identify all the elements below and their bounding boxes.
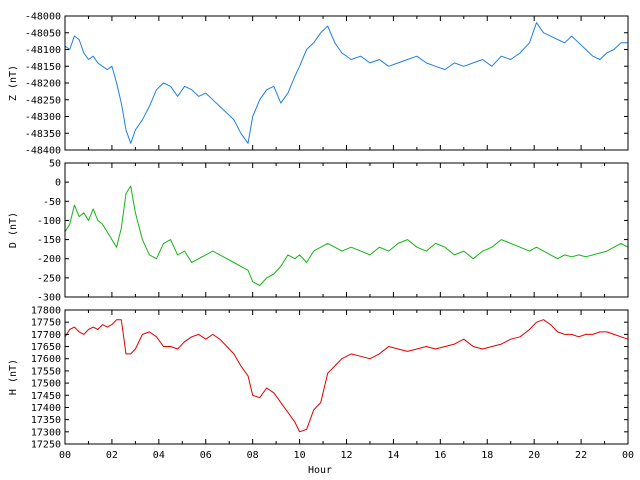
h-y-tick-label: 17550 (31, 366, 61, 377)
h-y-tick-label: 17750 (31, 318, 61, 329)
z-y-tick-label: -48400 (25, 146, 61, 157)
z-series-line (64, 22, 628, 144)
d-y-axis-label: D (nT) (8, 212, 19, 248)
x-tick-label: 18 (481, 450, 493, 461)
z-plot-frame (64, 15, 629, 151)
z-y-tick-label: -48050 (25, 28, 61, 39)
z-y-tick-label: -48350 (25, 129, 61, 140)
h-y-tick-label: 17250 (31, 440, 61, 451)
h-y-tick-label: 17400 (31, 403, 61, 414)
h-y-tick-label: 17300 (31, 427, 61, 438)
x-tick-label: 16 (434, 450, 446, 461)
z-y-tick-label: -48300 (25, 112, 61, 123)
x-tick-label: 14 (387, 450, 399, 461)
h-y-tick-label: 17650 (31, 342, 61, 353)
x-tick-label: 00 (622, 450, 634, 461)
x-tick-label: 02 (106, 450, 118, 461)
d-y-tick-label: -50 (43, 197, 61, 208)
x-tick-label: 22 (575, 450, 587, 461)
h-y-tick-label: 17700 (31, 330, 61, 341)
z-panel: -48000 -48050 -48100 -48150 -48200 -48250 -483… (8, 12, 629, 157)
z-y-tick-label: -48000 (25, 12, 61, 23)
d-y-tick-label: 0 (55, 178, 61, 189)
d-y-tick-label: -100 (37, 216, 61, 227)
h-y-tick-label: 17450 (31, 391, 61, 402)
x-tick-label: 20 (528, 450, 540, 461)
x-axis-label: Hour (308, 465, 332, 476)
z-y-tick-label: -48200 (25, 79, 61, 90)
z-y-tick-label: -48150 (25, 62, 61, 73)
x-tick-label: 10 (294, 450, 306, 461)
d-y-tick-label: -250 (37, 273, 61, 284)
x-tick-label: 04 (153, 450, 165, 461)
h-series-line (64, 319, 629, 433)
x-tick-label: 08 (247, 450, 259, 461)
d-y-tick-label: -300 (37, 293, 61, 304)
z-y-tick-label: -48250 (25, 95, 61, 106)
h-y-tick-label: 17600 (31, 354, 61, 365)
x-tick-label: 12 (340, 450, 352, 461)
h-y-tick-label: 17500 (31, 379, 61, 390)
d-y-tick-label: -150 (37, 235, 61, 246)
d-y-tick-label: -200 (37, 254, 61, 265)
h-y-tick-label: 17800 (31, 306, 61, 317)
h-y-tick-label: 17350 (31, 415, 61, 426)
z-y-axis-label: Z (nT) (8, 65, 19, 101)
h-plot-frame (64, 309, 629, 445)
h-y-axis-label: H (nT) (8, 359, 19, 395)
d-series-line (64, 185, 629, 286)
x-tick-label: 06 (200, 450, 212, 461)
d-panel: 50 0 -50 -100 -150 -200 -250 -300 D (nT) (8, 159, 629, 304)
z-y-tick-label: -48100 (25, 45, 61, 56)
x-tick-label: 00 (59, 450, 71, 461)
d-plot-frame (64, 162, 629, 298)
d-y-tick-label: 50 (49, 159, 61, 170)
